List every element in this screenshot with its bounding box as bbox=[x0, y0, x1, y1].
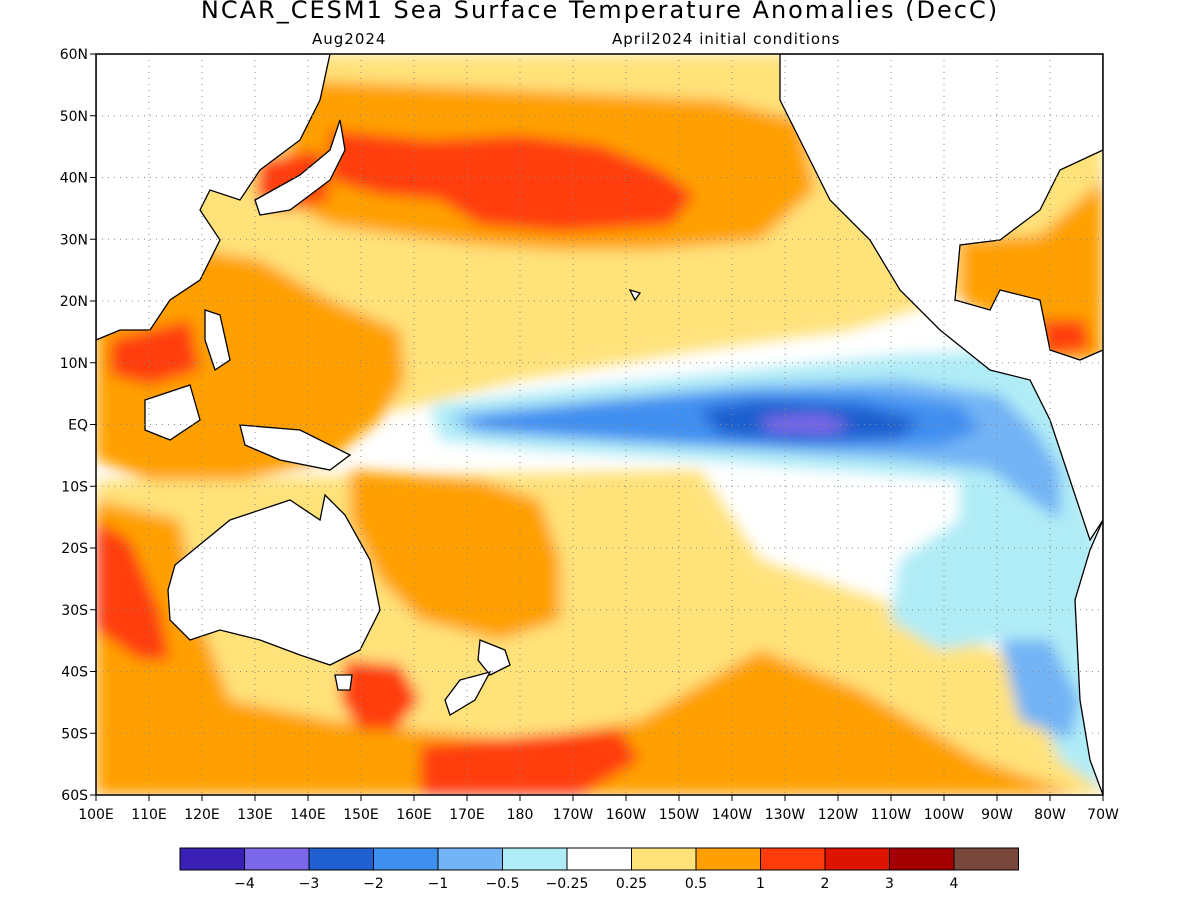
colorbar-swatch bbox=[824, 847, 890, 871]
land-australia bbox=[167, 493, 381, 666]
anomaly-region-warm-south-west bbox=[350, 470, 560, 640]
colorbar-swatch bbox=[953, 847, 1019, 871]
forecast-month: Aug2024 bbox=[312, 30, 387, 48]
colorbar-swatch bbox=[566, 847, 632, 871]
anomaly-region-hot-southern-ocean bbox=[420, 730, 640, 795]
colorbar: −4 −3 −2 −1 −0.5 −0.25 0.25 0.5 1 2 3 4 bbox=[179, 847, 1019, 892]
colorbar-label: 0.25 bbox=[616, 876, 647, 892]
y-tick-label: EQ bbox=[68, 418, 88, 434]
x-tick-label: 170E bbox=[449, 807, 485, 823]
y-tick-label: 20N bbox=[60, 294, 88, 310]
colorbar-label: 1 bbox=[756, 876, 765, 892]
anomaly-region-hot-caribbean bbox=[1040, 320, 1090, 355]
colorbar-label: 2 bbox=[821, 876, 830, 892]
x-tick-label: 110E bbox=[131, 807, 167, 823]
colorbar-swatch bbox=[373, 847, 439, 871]
initial-conditions: April2024 initial conditions bbox=[612, 30, 841, 48]
x-tick-label: 80W bbox=[1034, 807, 1066, 823]
x-tick-label: 120E bbox=[184, 807, 220, 823]
anomaly-region-hot-tasman bbox=[340, 660, 420, 730]
chart-title: NCAR_CESM1 Sea Surface Temperature Anoma… bbox=[200, 0, 1000, 24]
land-philippines bbox=[204, 309, 231, 372]
colorbar-label: 0.5 bbox=[685, 876, 707, 892]
land-masses bbox=[96, 54, 1103, 795]
land-tasmania bbox=[334, 674, 353, 691]
colorbar-label: −0.25 bbox=[546, 876, 589, 892]
x-tick-label: 100E bbox=[78, 807, 114, 823]
colorbar-label: 4 bbox=[950, 876, 959, 892]
anomaly-region-hot-indonesia bbox=[110, 320, 200, 385]
x-tick-label: 150E bbox=[343, 807, 379, 823]
x-tick-label: 100W bbox=[924, 807, 965, 823]
x-tick-label: 90W bbox=[981, 807, 1013, 823]
anomaly-field bbox=[96, 54, 1103, 795]
land-japan bbox=[254, 119, 346, 216]
colorbar-label: −3 bbox=[299, 876, 320, 892]
colorbar-swatch bbox=[179, 847, 245, 871]
x-tick-label: 160E bbox=[396, 807, 432, 823]
x-tick-label: 160W bbox=[606, 807, 647, 823]
colorbar-label: −1 bbox=[428, 876, 449, 892]
land-south-america bbox=[1074, 519, 1103, 795]
anomaly-region-warm-south-ocean bbox=[96, 500, 1080, 795]
y-tick-label: 10S bbox=[61, 479, 88, 495]
land-new-guinea bbox=[239, 424, 352, 471]
x-tick-label: 130E bbox=[237, 807, 273, 823]
colorbar-label: −4 bbox=[234, 876, 255, 892]
y-tick-label: 30N bbox=[60, 232, 88, 248]
y-tick-label: 40N bbox=[60, 171, 88, 187]
y-tick-label: 40S bbox=[61, 665, 88, 681]
x-tick-label: 110W bbox=[871, 807, 912, 823]
land-hawaii bbox=[628, 288, 642, 302]
colorbar-swatch bbox=[760, 847, 826, 871]
colorbar-swatch bbox=[502, 847, 568, 871]
y-tick-label: 60S bbox=[61, 788, 88, 804]
land-new-zealand-north bbox=[477, 639, 511, 676]
anomaly-region-hot-west-australia bbox=[96, 520, 170, 660]
colorbar-swatch bbox=[308, 847, 374, 871]
anomaly-region-cool-chile bbox=[1000, 640, 1080, 740]
y-tick-label: 60N bbox=[60, 47, 88, 63]
y-tick-label: 10N bbox=[60, 356, 88, 372]
x-axis: 100E 110E 120E 130E 140E 150E 160E 170E 180 170W 1… bbox=[78, 795, 1119, 823]
y-tick-label: 20S bbox=[61, 541, 88, 557]
x-tick-label: 170W bbox=[553, 807, 594, 823]
y-tick-label: 30S bbox=[61, 603, 88, 619]
x-tick-label: 120W bbox=[818, 807, 859, 823]
colorbar-swatch bbox=[437, 847, 503, 871]
y-axis: 60N 50N 40N 30N 20N 10N EQ 10S 20S 30S 40S 50S 60S bbox=[60, 47, 96, 804]
x-tick-label: 180 bbox=[507, 807, 534, 823]
colorbar-label: 3 bbox=[885, 876, 894, 892]
x-tick-label: 70W bbox=[1087, 807, 1119, 823]
y-tick-label: 50S bbox=[61, 726, 88, 742]
land-asia bbox=[96, 54, 331, 341]
x-tick-label: 130W bbox=[765, 807, 806, 823]
land-north-america bbox=[779, 54, 1103, 542]
anomaly-region-hot-north-pacific bbox=[330, 130, 695, 232]
colorbar-swatch bbox=[889, 847, 955, 871]
y-tick-label: 50N bbox=[60, 109, 88, 125]
colorbar-swatch bbox=[695, 847, 761, 871]
land-new-zealand-south bbox=[444, 670, 492, 716]
colorbar-label: −0.5 bbox=[486, 876, 520, 892]
x-tick-label: 140E bbox=[290, 807, 326, 823]
colorbar-swatch bbox=[631, 847, 697, 871]
x-tick-label: 140W bbox=[712, 807, 753, 823]
x-tick-label: 150W bbox=[659, 807, 700, 823]
colorbar-label: −2 bbox=[363, 876, 384, 892]
colorbar-swatch bbox=[244, 847, 310, 871]
